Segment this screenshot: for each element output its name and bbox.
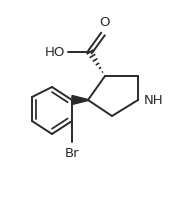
Text: Br: Br bbox=[65, 147, 79, 160]
Text: NH: NH bbox=[144, 94, 164, 108]
Text: O: O bbox=[99, 16, 109, 29]
Text: HO: HO bbox=[45, 45, 65, 59]
Polygon shape bbox=[72, 95, 88, 104]
